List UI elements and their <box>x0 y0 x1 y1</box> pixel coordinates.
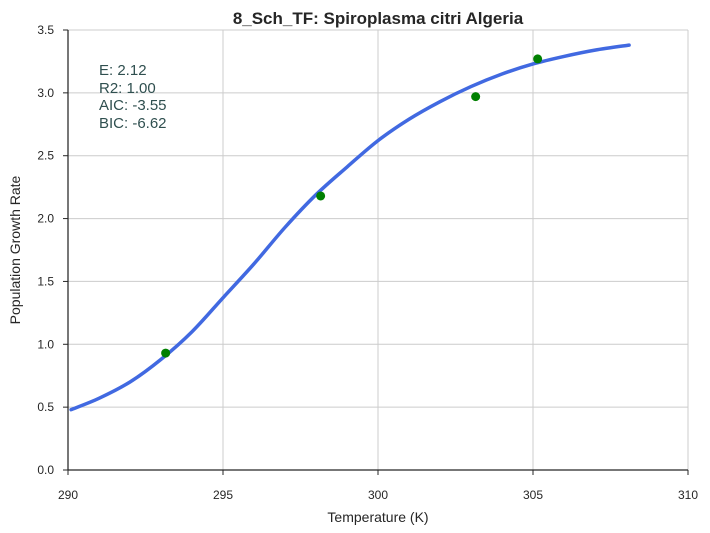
stat-aic: AIC: -3.55 <box>99 97 167 114</box>
y-tick-label: 2.5 <box>37 149 54 163</box>
data-point <box>161 348 171 358</box>
y-tick-label: 1.5 <box>37 274 54 288</box>
grid <box>68 29 689 470</box>
x-tick-label: 300 <box>368 488 388 502</box>
stat-bic: BIC: -6.62 <box>99 115 167 132</box>
x-tick-label: 295 <box>213 488 233 502</box>
y-tick-label: 2.0 <box>37 212 54 226</box>
x-tick-label: 305 <box>523 488 543 502</box>
chart-title: 8_Sch_TF: Spiroplasma citri Algeria <box>233 9 524 28</box>
y-tick-label: 0.5 <box>37 400 54 414</box>
stat-e: E: 2.12 <box>99 62 147 79</box>
y-axis-label: Population Growth Rate <box>7 175 23 324</box>
data-point <box>316 191 326 201</box>
fit-statistics: E: 2.12 R2: 1.00 AIC: -3.55 BIC: -6.62 <box>99 62 167 132</box>
stat-r2: R2: 1.00 <box>99 80 156 97</box>
data-point <box>533 54 543 64</box>
y-tick-label: 3.0 <box>37 86 54 100</box>
y-tick-label: 3.5 <box>37 23 54 37</box>
tick-labels: 290 295 300 305 310 0.0 0.5 1.0 1.5 2.0 2.5 3.0 3.5 <box>37 23 698 502</box>
y-tick-label: 0.0 <box>37 463 54 477</box>
x-tick-label: 310 <box>678 488 698 502</box>
x-tick-label: 290 <box>58 488 78 502</box>
y-tick-label: 1.0 <box>37 337 54 351</box>
data-point <box>471 92 481 102</box>
plot-area <box>69 43 631 412</box>
x-axis-label: Temperature (K) <box>327 509 428 525</box>
fit-curve-line <box>69 43 631 412</box>
